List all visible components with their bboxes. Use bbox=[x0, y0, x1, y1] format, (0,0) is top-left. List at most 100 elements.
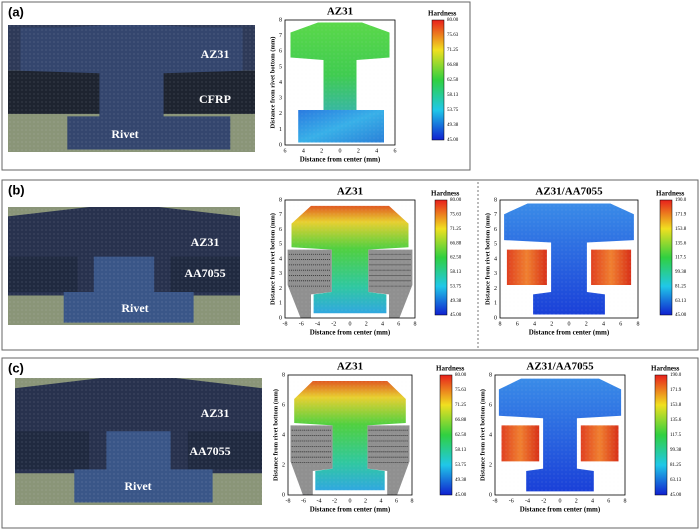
legend-tick-label: 66.88 bbox=[455, 418, 467, 423]
plot-frame bbox=[287, 374, 413, 496]
plot-frame bbox=[284, 19, 396, 146]
x-tick-label: 8 bbox=[499, 321, 502, 327]
y-tick-label: 7 bbox=[279, 33, 282, 39]
legend-tick-label: 58.13 bbox=[455, 448, 467, 453]
x-tick-label: 2 bbox=[365, 321, 368, 327]
x-tick-label: 6 bbox=[284, 148, 287, 154]
y-tick-label: 2 bbox=[279, 286, 282, 292]
photo-label: AZ31 bbox=[201, 47, 230, 61]
map-texture bbox=[500, 200, 638, 318]
panel-frame bbox=[1, 179, 699, 351]
x-tick-label: -4 bbox=[315, 321, 320, 327]
x-tick-label: -2 bbox=[331, 321, 336, 327]
x-tick-label: 6 bbox=[619, 321, 622, 327]
y-axis-label: Distance from rivet bottom (mm) bbox=[269, 213, 276, 305]
legend-tick-label: 99.38 bbox=[675, 270, 687, 275]
y-tick-label: 4 bbox=[494, 256, 497, 262]
x-tick-label: 4 bbox=[380, 498, 383, 504]
x-axis-label: Distance from center (mm) bbox=[529, 329, 610, 337]
legend-tick-label: 49.38 bbox=[447, 123, 459, 128]
x-tick-label: 4 bbox=[602, 321, 605, 327]
x-tick-label: 8 bbox=[637, 321, 640, 327]
x-tick-label: -4 bbox=[525, 498, 530, 504]
legend-tick-label: 81.25 bbox=[670, 463, 682, 468]
y-tick-label: 3 bbox=[494, 271, 497, 277]
legend-tick-label: 75.63 bbox=[447, 33, 459, 38]
x-tick-label: 4 bbox=[302, 148, 305, 154]
legend-tick-label: 45.00 bbox=[455, 493, 467, 498]
y-tick-label: 6 bbox=[489, 402, 492, 408]
colorbar bbox=[439, 374, 453, 496]
x-tick-label: -6 bbox=[509, 498, 514, 504]
map-texture bbox=[285, 200, 415, 318]
x-tick-label: 4 bbox=[375, 148, 378, 154]
photo-label: Rivet bbox=[124, 479, 151, 493]
y-tick-label: 7 bbox=[279, 212, 282, 218]
y-tick-label: 1 bbox=[279, 301, 282, 307]
x-tick-label: 0 bbox=[568, 321, 571, 327]
y-tick-label: 8 bbox=[489, 372, 492, 378]
map-texture bbox=[495, 375, 625, 495]
legend-tick-label: 45.00 bbox=[675, 313, 687, 318]
x-tick-label: 6 bbox=[397, 321, 400, 327]
y-tick-label: 2 bbox=[494, 286, 497, 292]
legend-title: Hardness bbox=[651, 365, 680, 373]
photo-texture bbox=[8, 25, 255, 152]
x-tick-label: 0 bbox=[559, 498, 562, 504]
y-axis-label: Distance from rivet bottom (mm) bbox=[272, 389, 279, 481]
legend-tick-label: 81.25 bbox=[675, 284, 687, 289]
legend-tick-label: 153.8 bbox=[670, 403, 682, 408]
panel-label: (b) bbox=[8, 182, 25, 197]
x-tick-label: -2 bbox=[541, 498, 546, 504]
x-tick-label: -8 bbox=[283, 321, 288, 327]
y-tick-label: 2 bbox=[282, 462, 285, 468]
legend-tick-label: 80.00 bbox=[450, 198, 462, 203]
photo-label: AA7055 bbox=[189, 444, 230, 458]
y-tick-label: 5 bbox=[279, 242, 282, 248]
panel-label: (a) bbox=[8, 4, 24, 19]
legend-tick-label: 171.9 bbox=[675, 213, 687, 218]
y-tick-label: 6 bbox=[279, 227, 282, 233]
x-axis-label: Distance from center (mm) bbox=[310, 329, 391, 337]
map-texture bbox=[288, 375, 412, 495]
y-tick-label: 8 bbox=[282, 372, 285, 378]
legend-tick-label: 45.00 bbox=[670, 493, 682, 498]
x-axis-label: Distance from center (mm) bbox=[520, 506, 601, 514]
legend-tick-label: 190.0 bbox=[675, 198, 687, 203]
panel-label: (c) bbox=[8, 360, 24, 375]
y-tick-label: 6 bbox=[494, 227, 497, 233]
legend-tick-label: 63.13 bbox=[675, 299, 687, 304]
plot-frame bbox=[284, 199, 416, 319]
legend-tick-label: 53.75 bbox=[455, 463, 467, 468]
colorbar bbox=[654, 374, 668, 496]
x-tick-label: 2 bbox=[585, 321, 588, 327]
colorbar bbox=[659, 199, 673, 316]
y-tick-label: 5 bbox=[279, 64, 282, 70]
legend-tick-label: 80.00 bbox=[447, 18, 459, 23]
legend-tick-label: 135.6 bbox=[670, 418, 682, 423]
photo-label: AZ31 bbox=[201, 406, 230, 420]
y-tick-label: 4 bbox=[279, 256, 282, 262]
legend-tick-label: 66.88 bbox=[450, 241, 462, 246]
y-tick-label: 0 bbox=[279, 315, 282, 321]
y-tick-label: 0 bbox=[282, 492, 285, 498]
x-tick-label: -4 bbox=[317, 498, 322, 504]
y-tick-label: 1 bbox=[279, 127, 282, 133]
plot-frame bbox=[494, 374, 626, 496]
colorbar bbox=[431, 19, 445, 141]
x-tick-label: 6 bbox=[394, 148, 397, 154]
photo-label: Rivet bbox=[121, 301, 148, 315]
y-tick-label: 7 bbox=[494, 212, 497, 218]
legend-tick-label: 171.9 bbox=[670, 388, 682, 393]
photo-texture bbox=[15, 378, 262, 505]
x-tick-label: 0 bbox=[339, 148, 342, 154]
legend-title: Hardness bbox=[431, 190, 460, 198]
legend-tick-label: 58.13 bbox=[450, 270, 462, 275]
x-tick-label: 2 bbox=[364, 498, 367, 504]
x-tick-label: 0 bbox=[349, 498, 352, 504]
x-tick-label: 2 bbox=[575, 498, 578, 504]
photo-label: CFRP bbox=[199, 92, 231, 106]
panel-frame bbox=[1, 1, 471, 171]
legend-tick-label: 117.5 bbox=[670, 433, 682, 438]
y-axis-label: Distance from rivet bottom (mm) bbox=[269, 37, 276, 129]
